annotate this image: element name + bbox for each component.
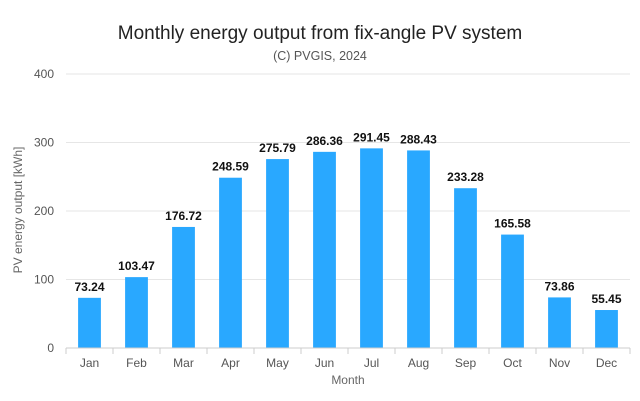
chart-title: Monthly energy output from fix-angle PV … bbox=[118, 23, 522, 44]
data-label-oct: 165.58 bbox=[494, 217, 531, 231]
x-tick-label: Feb bbox=[126, 356, 147, 370]
x-tick-label: Jul bbox=[364, 356, 379, 370]
data-label-jan: 73.24 bbox=[74, 280, 104, 294]
bar-jan bbox=[78, 297, 101, 348]
bar-mar bbox=[172, 226, 195, 348]
y-tick-label: 400 bbox=[34, 67, 54, 81]
x-axis: Jan Feb Mar Apr May Jun Jul Aug Sep Oct Nov Dec bbox=[65, 347, 631, 370]
y-tick-label: 300 bbox=[34, 136, 54, 150]
y-axis-label: PV energy output [kWh] bbox=[11, 147, 25, 274]
y-tick-label: 100 bbox=[34, 273, 54, 287]
data-label-jul: 291.45 bbox=[353, 130, 390, 144]
x-axis-label: Month bbox=[331, 373, 364, 387]
grid-lines bbox=[66, 73, 630, 280]
y-tick-label: 0 bbox=[47, 341, 54, 355]
x-tick-label: Mar bbox=[173, 356, 194, 370]
bar-may bbox=[266, 159, 289, 348]
y-axis: 0 100 200 300 400 bbox=[34, 67, 54, 355]
data-label-aug: 288.43 bbox=[400, 132, 437, 146]
x-tick-label: Nov bbox=[549, 356, 570, 370]
data-label-nov: 73.86 bbox=[544, 279, 574, 293]
data-label-dec: 55.45 bbox=[591, 292, 621, 306]
x-tick-label: Jan bbox=[80, 356, 99, 370]
data-label-may: 275.79 bbox=[259, 141, 296, 155]
bar-jul bbox=[360, 148, 383, 348]
x-tick-label: Sep bbox=[455, 356, 477, 370]
bars-group bbox=[78, 148, 618, 348]
chart-subtitle: (C) PVGIS, 2024 bbox=[273, 49, 367, 63]
x-tick-label: Apr bbox=[221, 356, 240, 370]
data-label-feb: 103.47 bbox=[118, 259, 155, 273]
x-tick-label: Dec bbox=[596, 356, 617, 370]
bar-nov bbox=[548, 297, 571, 348]
bar-feb bbox=[125, 277, 148, 348]
bar-sep bbox=[454, 188, 477, 348]
data-labels-group: 73.24 103.47 176.72 248.59 275.79 286.36 291.4… bbox=[74, 130, 621, 306]
x-tick-label: Aug bbox=[408, 356, 429, 370]
bar-oct bbox=[501, 234, 524, 348]
y-tick-label: 200 bbox=[34, 204, 54, 218]
x-tick-label: May bbox=[266, 356, 289, 370]
data-label-apr: 248.59 bbox=[212, 160, 249, 174]
x-tick-label: Oct bbox=[503, 356, 522, 370]
data-label-jun: 286.36 bbox=[306, 134, 343, 148]
x-tick-label: Jun bbox=[315, 356, 334, 370]
bar-aug bbox=[407, 150, 430, 348]
bar-apr bbox=[219, 177, 242, 348]
bar-dec bbox=[595, 310, 618, 348]
data-label-sep: 233.28 bbox=[447, 170, 484, 184]
bar-jun bbox=[313, 151, 336, 348]
data-label-mar: 176.72 bbox=[165, 209, 202, 223]
